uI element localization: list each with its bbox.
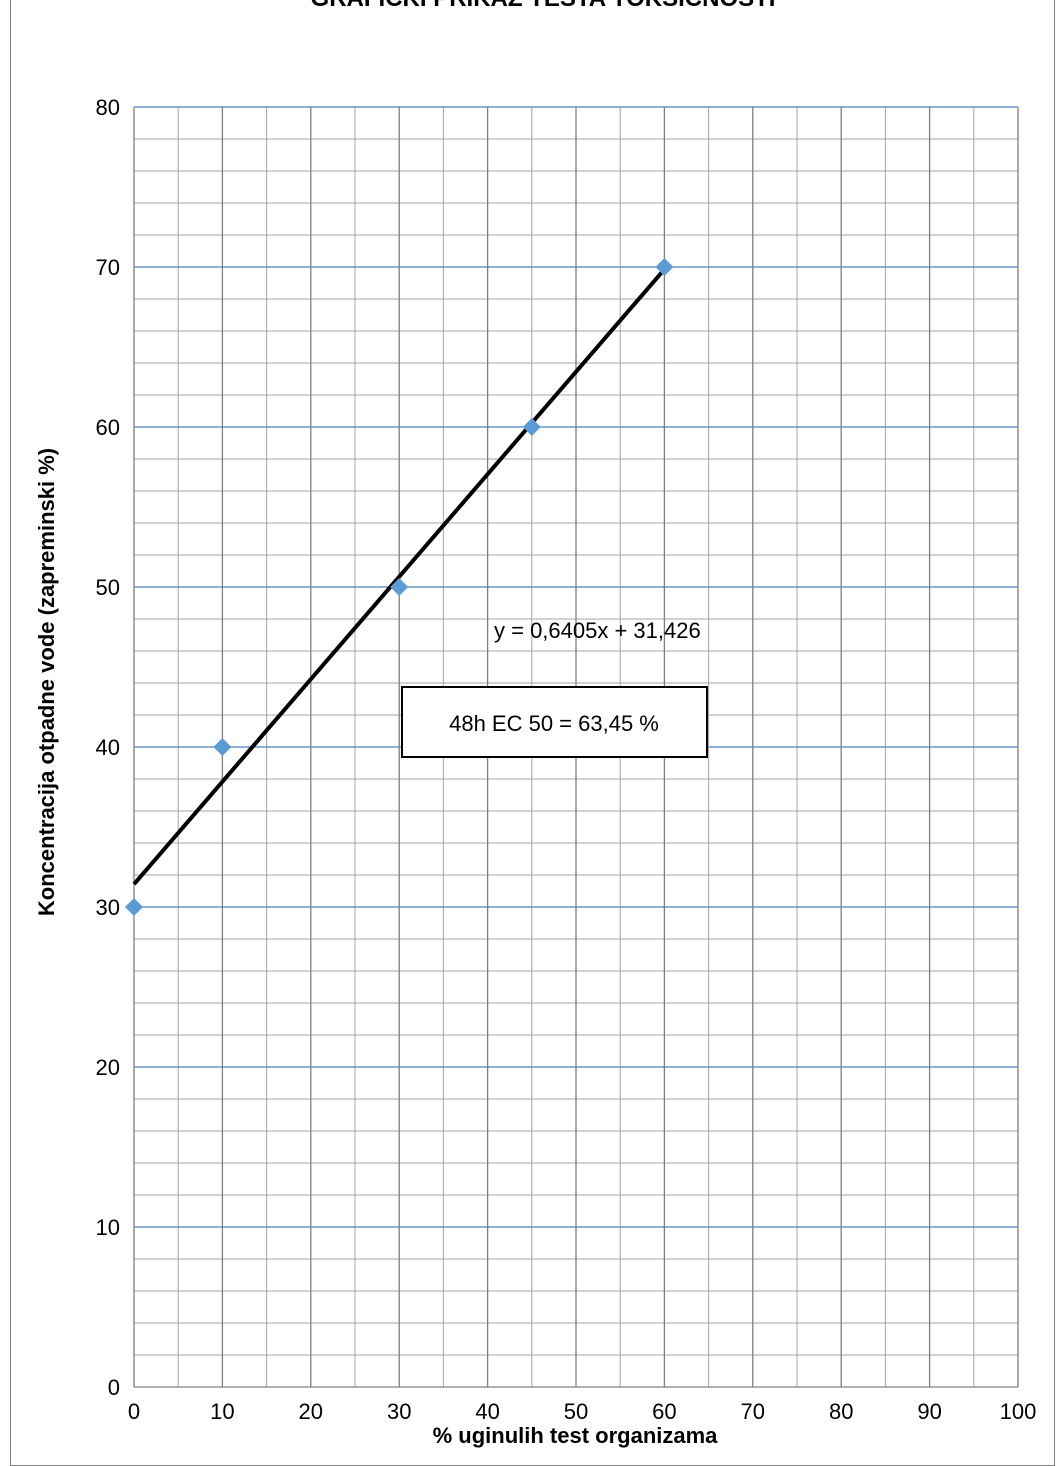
x-axis-ticks: 0 10 20 30 40 50 60 70 80 90 100: [128, 1399, 1036, 1424]
x-tick-label: 30: [387, 1399, 411, 1424]
x-tick-label: 70: [741, 1399, 765, 1424]
data-point: [125, 898, 143, 916]
y-tick-label: 50: [96, 575, 120, 600]
trendline-equation: y = 0,6405x + 31,426: [494, 618, 701, 643]
data-point: [213, 738, 232, 756]
chart-container: GRAFIČKI PRIKAZ TESTA TOKSIČNOSTI 0 10 20 3…: [10, 0, 1056, 1466]
y-tick-label: 30: [96, 895, 120, 920]
y-tick-label: 70: [96, 255, 120, 280]
chart-svg: GRAFIČKI PRIKAZ TESTA TOKSIČNOSTI 0 10 20 3…: [10, 0, 1055, 1466]
y-tick-label: 60: [96, 415, 120, 440]
y-axis-title: Koncentracija otpadne vode (zapreminski …: [34, 448, 59, 916]
x-tick-label: 50: [564, 1399, 588, 1424]
data-points: [125, 258, 674, 916]
y-axis-ticks: 0 10 20 30 40 50 60 70 80: [96, 95, 120, 1400]
x-axis-title: % uginulih test organizama: [433, 1423, 719, 1448]
x-tick-label: 0: [128, 1399, 140, 1424]
y-tick-label: 80: [96, 95, 120, 120]
annotation-box: [401, 686, 708, 758]
y-tick-label: 40: [96, 735, 120, 760]
data-point: [522, 418, 541, 436]
annotation-text: 48h EC 50 = 63,45 %: [449, 711, 659, 736]
x-tick-label: 10: [210, 1399, 234, 1424]
x-tick-label: 90: [917, 1399, 941, 1424]
x-tick-label: 80: [829, 1399, 853, 1424]
x-tick-label: 40: [475, 1399, 499, 1424]
data-point: [390, 578, 409, 596]
x-tick-label: 100: [1000, 1399, 1037, 1424]
data-point: [655, 258, 674, 276]
y-tick-label: 0: [108, 1375, 120, 1400]
y-tick-label: 10: [96, 1215, 120, 1240]
x-tick-label: 60: [652, 1399, 676, 1424]
plot-border: [133, 107, 1019, 1388]
trendline: [132, 267, 666, 886]
y-tick-label: 20: [96, 1055, 120, 1080]
x-tick-label: 20: [299, 1399, 323, 1424]
chart-title: GRAFIČKI PRIKAZ TESTA TOKSIČNOSTI: [311, 0, 776, 12]
